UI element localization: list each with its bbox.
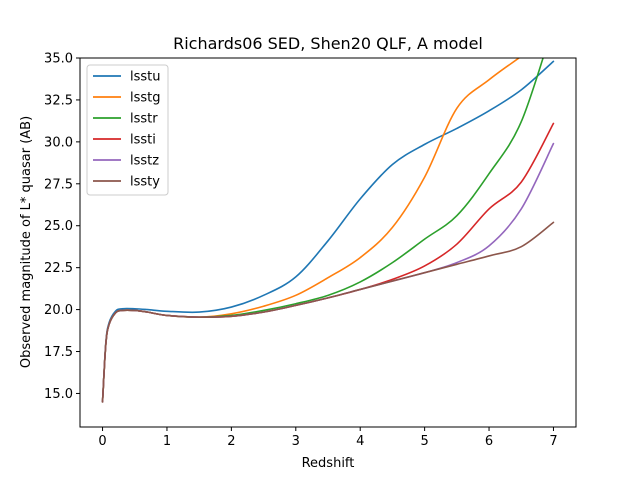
legend-label-lssti: lssti — [130, 133, 156, 148]
x-tick-label: 7 — [549, 434, 557, 449]
y-axis: 15.0 17.5 20.0 22.5 25.0 27.5 30.0 32.5 35.0 — [44, 52, 80, 402]
series-layer — [101, 58, 555, 403]
y-tick-label: 35.0 — [44, 52, 73, 67]
y-tick-label: 30.0 — [44, 135, 73, 150]
legend-label-lsstz: lsstz — [130, 154, 159, 169]
legend-label-lsstu: lsstu — [130, 70, 161, 85]
y-tick-label: 27.5 — [44, 177, 73, 192]
y-tick-label: 17.5 — [44, 345, 73, 360]
series-line-lsstg — [101, 58, 521, 403]
x-axis-title: Redshift — [302, 456, 355, 471]
y-tick-label: 15.0 — [44, 387, 73, 402]
x-axis: 0 1 2 3 4 5 6 7 — [98, 427, 558, 449]
y-tick-label: 32.5 — [44, 93, 73, 108]
x-tick-label: 1 — [163, 434, 171, 449]
plot-frame — [79, 57, 577, 428]
series-line-lssti — [101, 122, 555, 403]
chart-title: Richards06 SED, Shen20 QLF, A model — [173, 34, 483, 53]
legend-label-lsstr: lsstr — [130, 112, 158, 127]
y-tick-label: 20.0 — [44, 303, 73, 318]
legend-label-lsstg: lsstg — [130, 91, 161, 106]
x-tick-label: 6 — [485, 434, 493, 449]
x-tick-label: 0 — [98, 434, 106, 449]
series-line-lsstz — [101, 142, 555, 403]
y-tick-label: 22.5 — [44, 261, 73, 276]
legend: lsstu lsstg lsstr lssti lsstz lssty — [86, 64, 169, 196]
series-line-lssty — [101, 221, 555, 403]
x-tick-label: 2 — [227, 434, 235, 449]
x-tick-label: 5 — [420, 434, 428, 449]
y-axis-title: Observed magnitude of L* quasar (AB) — [19, 116, 34, 368]
series-line-lsstu — [101, 60, 555, 403]
x-tick-label: 3 — [292, 434, 300, 449]
x-tick-label: 4 — [356, 434, 364, 449]
legend-label-lssty: lssty — [130, 175, 160, 190]
y-tick-label: 25.0 — [44, 219, 73, 234]
